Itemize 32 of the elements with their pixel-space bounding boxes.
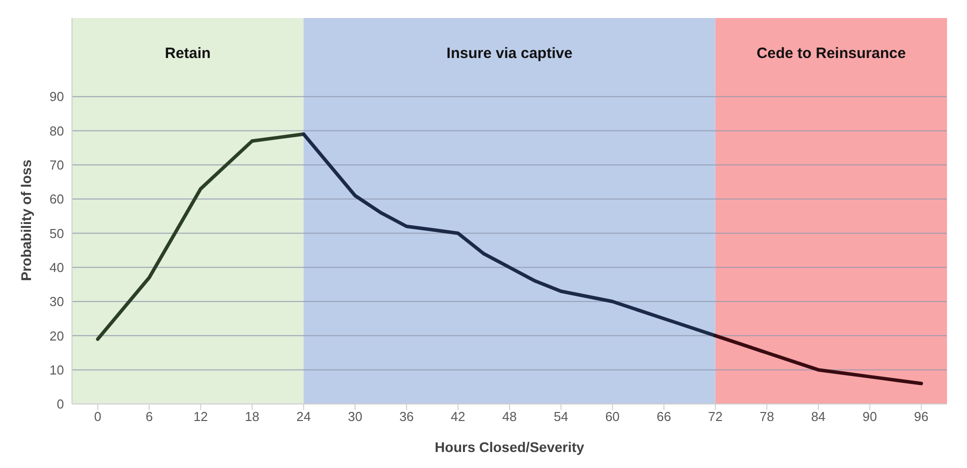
x-tick-label: 36 [399, 409, 414, 424]
y-tick-label: 10 [50, 362, 64, 378]
x-tick-label: 84 [811, 409, 826, 424]
x-tick-label: 6 [146, 409, 153, 424]
y-tick-label: 70 [50, 158, 64, 172]
y-axis-title: Probability of loss [18, 159, 34, 281]
y-tick-label: 50 [50, 226, 64, 241]
y-tick-label: 60 [50, 192, 64, 207]
x-tick-label: 30 [348, 409, 362, 424]
x-axis-title: Hours Closed/Severity [434, 439, 584, 455]
y-tick-label: 0 [56, 396, 64, 412]
x-tick-label: 66 [656, 409, 672, 424]
y-tick-label: 20 [50, 328, 64, 344]
x-tick-label: 78 [760, 409, 774, 424]
x-tick-label: 54 [554, 409, 568, 424]
band-label: Retain [164, 45, 211, 62]
x-tick-label: 72 [708, 409, 723, 424]
x-tick-label: 96 [914, 409, 928, 424]
x-tick-label: 12 [193, 409, 208, 424]
y-tick-label: 40 [50, 260, 64, 275]
x-tick-label: 48 [502, 409, 517, 424]
y-tick-label: 80 [50, 123, 64, 138]
x-tick-label: 90 [862, 409, 878, 424]
x-tick-label: 24 [296, 409, 311, 424]
y-tick-label: 30 [50, 294, 64, 310]
x-tick-label: 0 [94, 409, 102, 424]
y-tick-label: 90 [50, 89, 64, 104]
x-tick-label: 18 [244, 409, 260, 424]
x-tick-label: 42 [450, 409, 466, 424]
x-tick-label: 60 [605, 409, 620, 424]
band-label: Insure via captive [446, 45, 572, 62]
band-label: Cede to Reinsurance [756, 45, 906, 62]
